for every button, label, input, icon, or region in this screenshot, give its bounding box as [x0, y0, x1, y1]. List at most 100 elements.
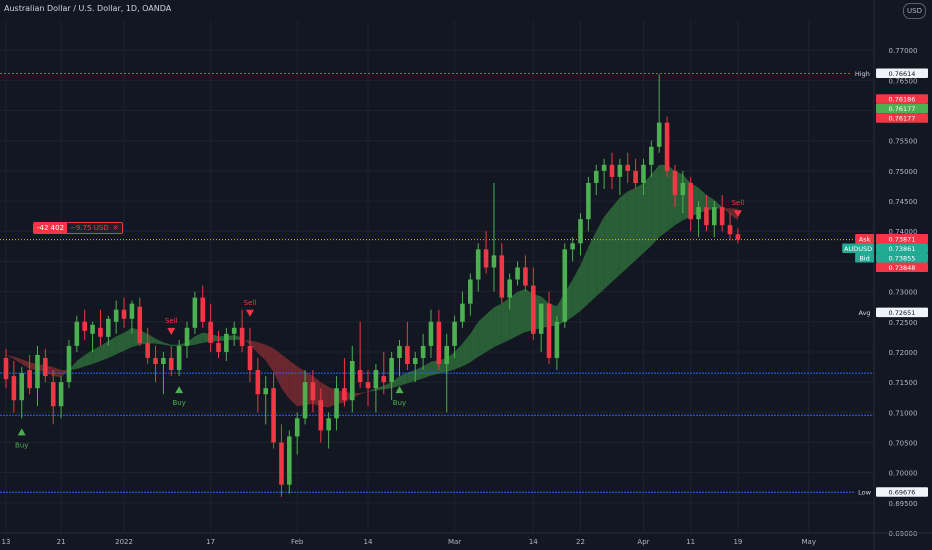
candle[interactable] [90, 321, 95, 352]
candle[interactable] [444, 333, 450, 413]
candle[interactable] [712, 201, 717, 238]
candle[interactable] [452, 315, 457, 358]
candle[interactable] [263, 376, 269, 425]
candle[interactable] [66, 339, 72, 389]
candles[interactable] [3, 74, 741, 497]
candle[interactable] [216, 330, 221, 358]
candle[interactable] [224, 327, 229, 361]
candle[interactable] [727, 213, 733, 241]
candle[interactable] [192, 291, 198, 334]
candle[interactable] [578, 213, 583, 256]
candle[interactable] [491, 182, 497, 292]
currency-button[interactable]: USD [903, 3, 926, 19]
candle[interactable] [153, 345, 158, 383]
candle[interactable] [719, 195, 725, 232]
time-axis[interactable]: 13 21 2022 17 Feb 14 Mar 14 22 Apr 11 19 May [0, 532, 932, 546]
position-tag[interactable]: -42 402 −9.75 USD ✕ [33, 222, 123, 234]
candle[interactable] [231, 321, 237, 346]
candle[interactable] [523, 255, 528, 292]
candle[interactable] [326, 412, 331, 449]
candle[interactable] [113, 300, 119, 334]
candle[interactable] [43, 348, 48, 383]
candle[interactable] [137, 297, 143, 346]
candle[interactable] [349, 345, 355, 413]
candle[interactable] [365, 370, 371, 407]
candle[interactable] [318, 388, 324, 443]
candle[interactable] [593, 164, 599, 196]
candle[interactable] [570, 237, 575, 262]
candle[interactable] [145, 327, 150, 365]
candle[interactable] [546, 291, 552, 365]
candle[interactable] [696, 201, 701, 238]
candle[interactable] [554, 315, 560, 371]
candle[interactable] [633, 158, 638, 189]
close-position-icon[interactable]: ✕ [111, 223, 122, 233]
candle[interactable] [208, 303, 213, 352]
candle[interactable] [672, 164, 678, 208]
candle[interactable] [436, 309, 442, 371]
candle[interactable] [735, 228, 741, 244]
candle[interactable] [11, 360, 17, 413]
candle[interactable] [704, 195, 709, 232]
candle[interactable] [656, 74, 662, 153]
candle[interactable] [397, 339, 402, 377]
candle[interactable] [357, 321, 363, 389]
candle[interactable] [74, 315, 80, 352]
candle[interactable] [468, 273, 473, 316]
candle[interactable] [184, 321, 190, 358]
candle[interactable] [680, 170, 686, 214]
candle[interactable] [176, 339, 182, 377]
candle[interactable] [334, 376, 339, 431]
candle[interactable] [373, 364, 379, 413]
candle[interactable] [279, 424, 284, 497]
candle[interactable] [342, 357, 347, 407]
candle[interactable] [287, 430, 292, 494]
candle[interactable] [294, 412, 300, 455]
candle[interactable] [664, 116, 670, 177]
candle[interactable] [641, 158, 646, 196]
candle[interactable] [302, 370, 308, 425]
candle[interactable] [200, 285, 206, 328]
candle[interactable] [586, 176, 591, 232]
candle[interactable] [381, 351, 387, 395]
candle[interactable] [649, 140, 654, 177]
candle[interactable] [688, 176, 693, 232]
candle[interactable] [428, 309, 434, 358]
candle[interactable] [515, 261, 520, 286]
candle[interactable] [601, 158, 607, 189]
candle[interactable] [538, 303, 544, 352]
candle[interactable] [27, 354, 32, 395]
candle[interactable] [58, 376, 64, 419]
candle[interactable] [625, 152, 631, 183]
candle[interactable] [3, 348, 9, 389]
candle[interactable] [389, 351, 394, 401]
candle[interactable] [412, 351, 418, 383]
candle[interactable] [617, 158, 623, 196]
candle[interactable] [82, 309, 87, 340]
candle[interactable] [420, 333, 426, 371]
candle[interactable] [310, 370, 316, 413]
price-axis[interactable]: 0.770000.765000.760000.755000.750000.745… [873, 0, 917, 550]
candle[interactable] [50, 370, 56, 425]
candle[interactable] [271, 373, 276, 449]
candle[interactable] [562, 243, 568, 328]
candle[interactable] [247, 327, 253, 383]
candle[interactable] [483, 231, 489, 274]
candle[interactable] [19, 367, 25, 419]
candle[interactable] [121, 297, 127, 328]
candle[interactable] [609, 152, 615, 189]
candle[interactable] [475, 243, 481, 292]
candle[interactable] [255, 357, 261, 413]
candle[interactable] [405, 321, 410, 371]
candle[interactable] [499, 243, 505, 304]
candle[interactable] [239, 309, 245, 352]
candle[interactable] [530, 267, 536, 340]
candle[interactable] [507, 273, 512, 310]
candle[interactable] [161, 351, 166, 395]
candle[interactable] [35, 345, 40, 407]
candle[interactable] [98, 309, 103, 346]
candle[interactable] [460, 291, 465, 328]
candle[interactable] [168, 345, 174, 377]
candle[interactable] [129, 300, 135, 334]
